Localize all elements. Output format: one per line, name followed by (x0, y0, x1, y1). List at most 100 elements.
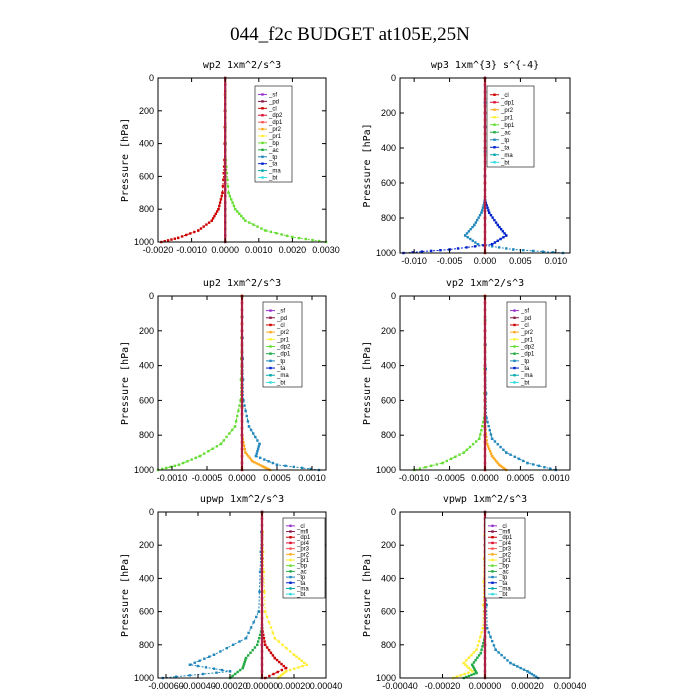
data-point (494, 221, 498, 224)
y-tick-label: 600 (139, 607, 154, 617)
data-point (263, 590, 266, 593)
y-tick-label: 1000 (134, 673, 154, 683)
legend-marker (289, 564, 292, 567)
data-point (481, 424, 484, 428)
legend-entry: _pr4 (498, 541, 512, 547)
data-point (288, 650, 292, 653)
legend-entry: _ta (498, 581, 508, 587)
y-tick-label: 200 (381, 540, 396, 550)
data-point (225, 171, 229, 175)
data-point (471, 443, 475, 446)
data-point (234, 420, 238, 423)
data-point (482, 204, 485, 207)
legend-entry: _bp (268, 141, 280, 147)
data-point (249, 458, 253, 461)
data-point (516, 665, 519, 668)
legend-entry: _tp (296, 575, 306, 581)
data-point (474, 221, 477, 224)
data-point (238, 404, 241, 407)
data-point (470, 673, 473, 677)
data-point (472, 666, 476, 670)
legend-entry: _cl (296, 524, 305, 530)
data-point (479, 433, 482, 436)
data-point (272, 672, 275, 676)
legend-marker (493, 131, 496, 134)
data-point (221, 185, 225, 188)
data-point (271, 654, 275, 657)
legend-marker (493, 123, 496, 126)
data-point (532, 674, 536, 677)
legend-entry: _tp (276, 359, 286, 365)
data-point (281, 672, 284, 676)
data-point (537, 464, 541, 468)
data-point (477, 216, 480, 219)
data-point (481, 627, 485, 630)
legend-entry: _dp1 (498, 535, 513, 541)
data-point (207, 450, 210, 453)
legend-entry: _sf (520, 309, 529, 315)
y-axis-label: Pressure [hPa] (120, 118, 131, 202)
data-point (218, 201, 222, 204)
legend-marker (289, 581, 292, 584)
data-point (435, 463, 439, 466)
data-point (269, 651, 273, 654)
data-point (305, 663, 308, 666)
data-point (467, 656, 471, 659)
data-point (486, 206, 489, 210)
y-tick-label: 1000 (134, 465, 154, 475)
data-point (489, 635, 492, 639)
data-point (292, 653, 296, 656)
data-point (482, 603, 485, 607)
legend-marker (261, 162, 264, 165)
legend-entry: _tp (268, 155, 278, 161)
legend-marker (491, 587, 494, 590)
legend-marker (289, 570, 292, 573)
data-point (220, 194, 223, 198)
data-point (499, 228, 503, 231)
data-point (509, 661, 512, 665)
data-point (522, 249, 525, 252)
legend-marker (493, 153, 496, 156)
data-point (256, 225, 259, 228)
data-point (543, 466, 546, 469)
data-point (490, 245, 494, 248)
data-point (318, 239, 321, 243)
legend-entry: _pd (268, 99, 279, 105)
data-point (478, 214, 482, 217)
y-tick-label: 0 (149, 291, 154, 301)
legend-entry: _ta (268, 162, 278, 168)
legend-marker (289, 553, 292, 556)
data-point (491, 639, 494, 643)
data-point (196, 664, 200, 668)
x-tick-label: 0.0010 (298, 473, 326, 483)
data-point (489, 214, 493, 217)
data-point (251, 460, 254, 463)
legend-marker (289, 587, 292, 590)
data-point (262, 633, 265, 637)
legend-marker (513, 366, 516, 370)
x-tick-label: 0.0000 (471, 473, 499, 483)
data-point (225, 435, 228, 439)
legend-entry: _pr2 (498, 552, 512, 558)
legend-marker (491, 524, 494, 528)
legend-marker (289, 524, 292, 528)
data-point (505, 247, 508, 250)
data-point (497, 463, 501, 466)
data-point (175, 675, 178, 678)
data-point (263, 466, 266, 469)
data-point (463, 234, 467, 237)
data-point (253, 646, 257, 649)
data-point (275, 658, 279, 662)
data-point (247, 631, 250, 635)
data-point (488, 211, 491, 214)
y-tick-label: 1000 (376, 248, 396, 258)
legend-entry: _cl (498, 524, 507, 530)
data-point (263, 458, 266, 461)
data-point (207, 221, 211, 224)
legend-box (486, 85, 535, 168)
data-point (517, 457, 521, 461)
data-point (215, 671, 218, 674)
data-point (531, 249, 535, 253)
data-point (303, 661, 306, 664)
legend-box (484, 517, 526, 599)
